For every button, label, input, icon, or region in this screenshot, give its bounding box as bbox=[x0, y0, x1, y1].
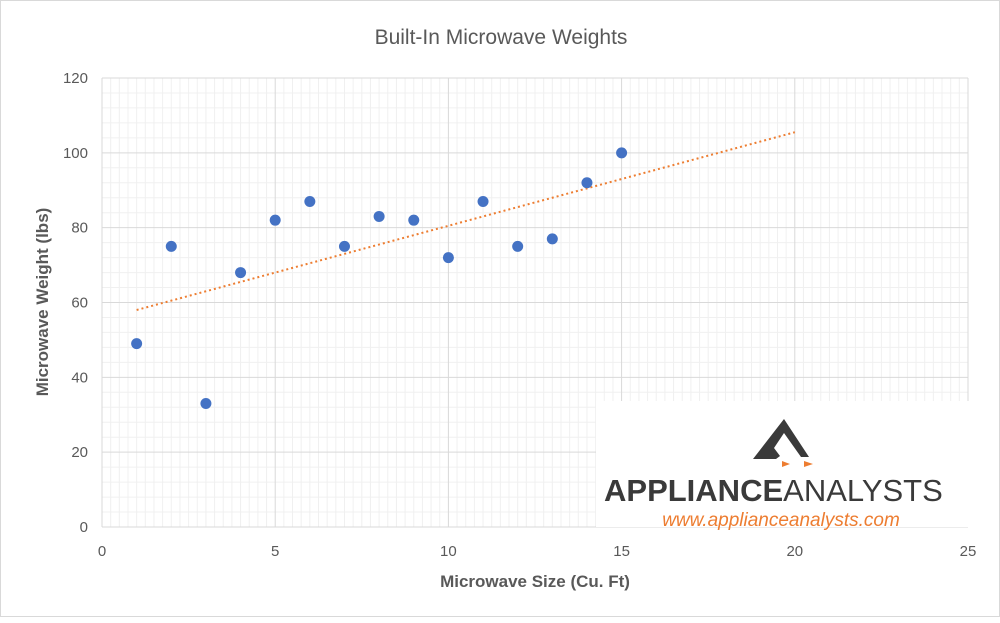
data-point bbox=[304, 195, 316, 207]
data-point bbox=[442, 252, 454, 264]
y-tick-label: 100 bbox=[63, 145, 88, 162]
x-tick-label: 10 bbox=[440, 543, 457, 560]
y-tick-label: 120 bbox=[63, 70, 88, 87]
data-point bbox=[616, 147, 628, 159]
brand-bold: APPLIANCE bbox=[604, 473, 783, 508]
y-tick-label: 20 bbox=[71, 444, 88, 461]
svg-text:APPLIANCEANALYSTS: APPLIANCEANALYSTS bbox=[604, 473, 943, 508]
data-point bbox=[338, 240, 350, 252]
x-tick-label: 20 bbox=[786, 543, 803, 560]
data-point bbox=[477, 195, 489, 207]
x-tick-label: 25 bbox=[960, 543, 977, 560]
x-tick-label: 0 bbox=[98, 543, 106, 560]
logo-accent-icon bbox=[782, 461, 813, 467]
y-axis-label: Microwave Weight (lbs) bbox=[33, 208, 52, 397]
data-point bbox=[408, 214, 420, 226]
grid bbox=[101, 77, 969, 528]
data-point bbox=[373, 210, 385, 222]
tick-labels: 0 5 10 15 20 25 0 20 40 60 80 100 120 bbox=[63, 70, 976, 560]
data-point bbox=[131, 338, 143, 350]
data-point bbox=[235, 267, 247, 279]
y-tick-label: 40 bbox=[71, 369, 88, 386]
brand-url: www.applianceanalysts.com bbox=[662, 510, 900, 531]
x-axis-label: Microwave Size (Cu. Ft) bbox=[440, 572, 630, 591]
watermark-logo: APPLIANCEANALYSTS www.applianceanalysts.… bbox=[596, 401, 970, 531]
data-point bbox=[512, 240, 524, 252]
data-point bbox=[581, 177, 593, 189]
data-point bbox=[546, 233, 558, 245]
trendline bbox=[136, 131, 796, 311]
chart-title: Built-In Microwave Weights bbox=[375, 26, 628, 49]
data-point bbox=[165, 240, 177, 252]
y-tick-label: 80 bbox=[71, 220, 88, 237]
brand-light: ANALYSTS bbox=[783, 473, 943, 508]
y-tick-label: 0 bbox=[80, 519, 88, 536]
x-tick-label: 5 bbox=[271, 543, 279, 560]
logo-mountain-icon bbox=[753, 419, 809, 459]
data-points bbox=[131, 147, 628, 410]
trendline-line bbox=[136, 131, 796, 311]
y-tick-label: 60 bbox=[71, 295, 88, 312]
data-point bbox=[200, 398, 212, 410]
data-point bbox=[269, 214, 281, 226]
x-tick-label: 15 bbox=[613, 543, 630, 560]
